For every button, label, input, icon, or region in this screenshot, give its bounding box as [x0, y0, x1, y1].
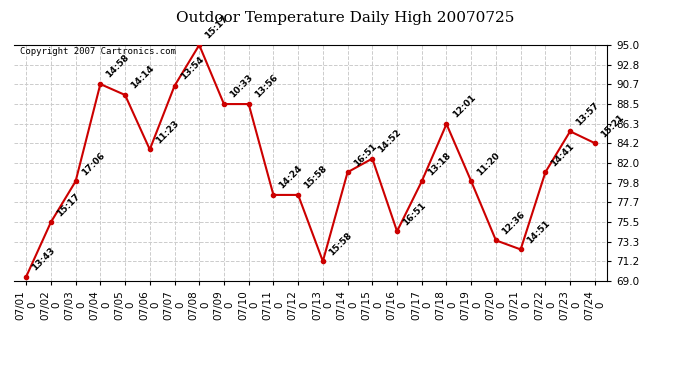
Text: 13:43: 13:43	[30, 246, 57, 273]
Text: 17:06: 17:06	[80, 150, 106, 177]
Text: 14:14: 14:14	[129, 64, 156, 91]
Text: 14:41: 14:41	[549, 141, 576, 168]
Text: 11:20: 11:20	[475, 151, 502, 177]
Text: 15:58: 15:58	[302, 164, 329, 191]
Text: 13:56: 13:56	[253, 73, 279, 100]
Text: 14:58: 14:58	[104, 53, 131, 80]
Text: Copyright 2007 Cartronics.com: Copyright 2007 Cartronics.com	[20, 47, 176, 56]
Text: 11:23: 11:23	[154, 119, 181, 146]
Text: 15:21: 15:21	[599, 112, 626, 139]
Text: 12:36: 12:36	[500, 210, 526, 236]
Text: 13:54: 13:54	[179, 55, 206, 82]
Text: 15:58: 15:58	[327, 231, 354, 257]
Text: 13:18: 13:18	[426, 150, 453, 177]
Text: 15:17: 15:17	[204, 14, 230, 41]
Text: 14:51: 14:51	[525, 219, 551, 245]
Text: Outdoor Temperature Daily High 20070725: Outdoor Temperature Daily High 20070725	[176, 11, 514, 25]
Text: 14:52: 14:52	[377, 128, 403, 154]
Text: 15:17: 15:17	[55, 191, 81, 218]
Text: 14:24: 14:24	[277, 164, 304, 191]
Text: 16:51: 16:51	[401, 201, 428, 227]
Text: 16:51: 16:51	[352, 141, 378, 168]
Text: 13:57: 13:57	[574, 100, 601, 127]
Text: 10:33: 10:33	[228, 74, 255, 100]
Text: 12:01: 12:01	[451, 93, 477, 120]
